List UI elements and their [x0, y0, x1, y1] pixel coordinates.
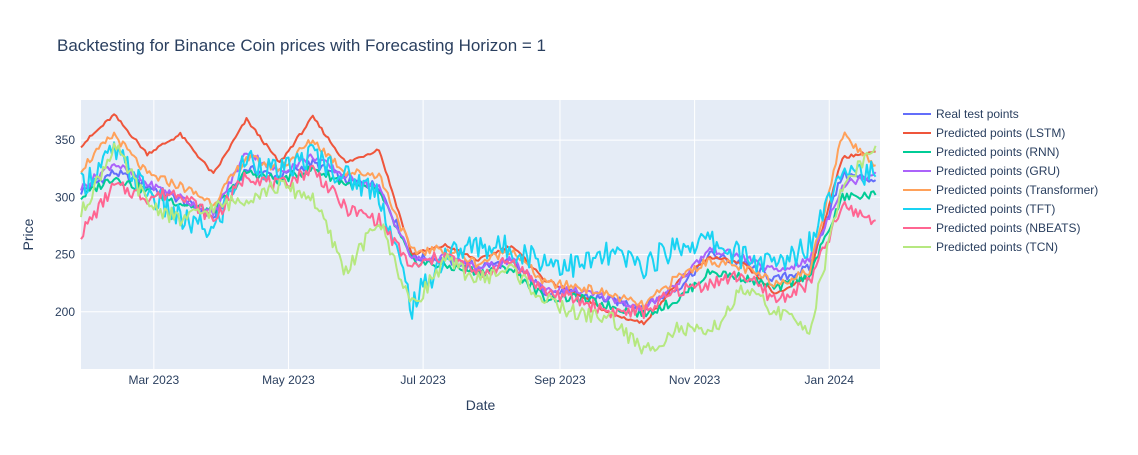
y-tick-label: 350	[55, 133, 75, 147]
legend-label: Predicted points (GRU)	[936, 164, 1060, 178]
legend-item[interactable]: Predicted points (LSTM)	[903, 126, 1065, 140]
chart-title: Backtesting for Binance Coin prices with…	[57, 36, 546, 55]
legend-item[interactable]: Predicted points (RNN)	[903, 145, 1059, 159]
x-axis-title: Date	[466, 397, 496, 413]
series-layer	[80, 113, 877, 355]
series-line-4	[80, 131, 876, 310]
legend-item[interactable]: Predicted points (GRU)	[903, 164, 1060, 178]
legend-label: Predicted points (RNN)	[936, 145, 1059, 159]
legend-item[interactable]: Predicted points (TCN)	[903, 240, 1058, 254]
legend-item[interactable]: Predicted points (TFT)	[903, 202, 1055, 216]
legend-item[interactable]: Real test points	[903, 107, 1019, 121]
plot-area	[81, 100, 880, 369]
series-line-5	[80, 141, 877, 320]
legend-item[interactable]: Predicted points (Transformer)	[903, 183, 1098, 197]
series-line-7	[80, 142, 877, 355]
x-tick-label: Mar 2023	[128, 373, 179, 387]
legend-label: Predicted points (TCN)	[936, 240, 1058, 254]
y-tick-label: 250	[55, 248, 75, 262]
legend-label: Predicted points (Transformer)	[936, 183, 1098, 197]
y-tick-label: 200	[55, 305, 75, 319]
x-tick-label: Nov 2023	[669, 373, 721, 387]
legend-label: Predicted points (LSTM)	[936, 126, 1065, 140]
y-tick-label: 300	[55, 190, 75, 204]
series-line-6	[80, 164, 876, 320]
series-line-1	[80, 113, 876, 326]
legend-label: Real test points	[936, 107, 1019, 121]
x-tick-label: Jul 2023	[400, 373, 446, 387]
x-tick-label: Jan 2024	[805, 373, 855, 387]
y-axis-title: Price	[20, 218, 36, 250]
legend-label: Predicted points (NBEATS)	[936, 221, 1081, 235]
legend[interactable]: Real test points Predicted points (LSTM) P…	[903, 107, 1098, 254]
y-axis: 200 250 300 350	[55, 133, 75, 319]
grid-lines	[81, 100, 880, 369]
x-tick-label: Sep 2023	[534, 373, 586, 387]
legend-item[interactable]: Predicted points (NBEATS)	[903, 221, 1081, 235]
x-tick-label: May 2023	[262, 373, 315, 387]
x-axis: Mar 2023 May 2023 Jul 2023 Sep 2023 Nov 2023…	[128, 373, 854, 387]
legend-label: Predicted points (TFT)	[936, 202, 1055, 216]
